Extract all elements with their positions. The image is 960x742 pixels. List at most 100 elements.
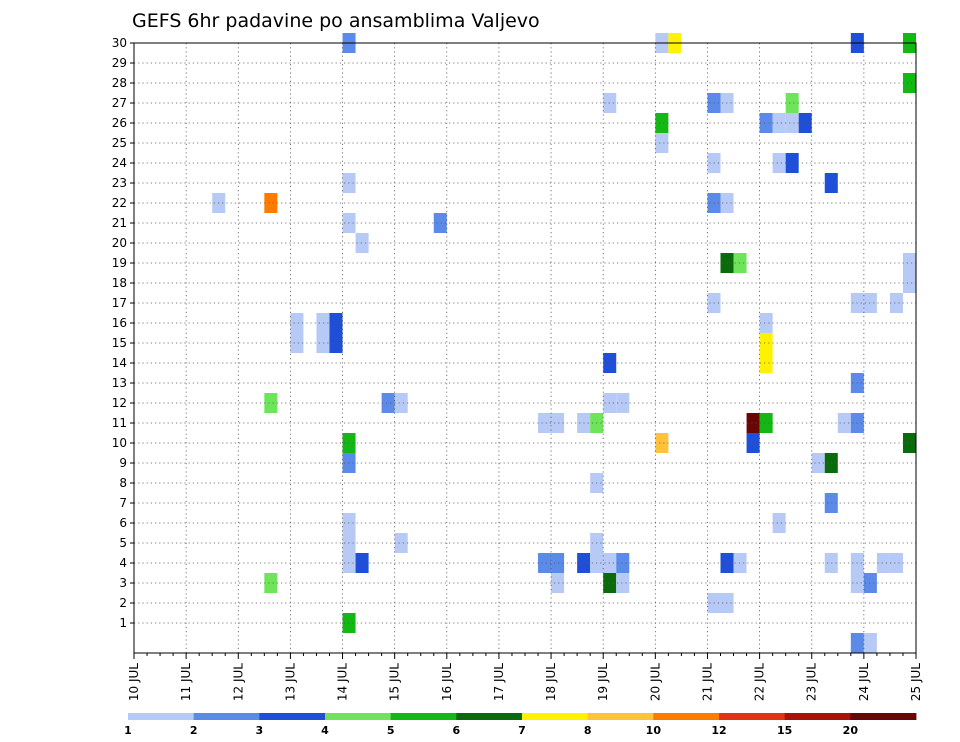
precip-cell	[902, 273, 916, 293]
precip-cell	[759, 313, 773, 333]
colorbar-label: 6	[453, 724, 461, 737]
y-tick-label: 18	[112, 276, 127, 290]
precip-cell	[850, 633, 864, 653]
colorbar: 1 2 3 4 5 6 7 8 10 12 15 20	[124, 713, 917, 737]
precip-cell	[759, 113, 773, 133]
precip-cell	[433, 213, 447, 233]
precip-cell	[290, 333, 304, 353]
x-tick-label: 19 JUL	[596, 663, 610, 701]
x-tick-label: 16 JUL	[440, 663, 454, 701]
precip-cell	[655, 133, 669, 153]
precip-cell	[863, 573, 877, 593]
x-tick-label: 10 JUL	[127, 663, 141, 701]
y-tick-label: 14	[112, 356, 127, 370]
colorbar-label: 5	[387, 724, 395, 737]
colorbar-segment	[390, 713, 457, 720]
precip-cell	[316, 333, 330, 353]
precip-cell	[889, 293, 903, 313]
x-tick-label: 22 JUL	[753, 663, 767, 701]
precip-cell	[551, 413, 565, 433]
precip-cell	[772, 113, 786, 133]
precip-cell	[785, 93, 799, 113]
precip-cell	[538, 413, 552, 433]
y-tick-label: 2	[119, 596, 127, 610]
precip-cell	[811, 453, 825, 473]
colorbar-label: 7	[518, 724, 526, 737]
y-tick-label: 1	[119, 616, 127, 630]
y-tick-label: 10	[112, 436, 127, 450]
y-tick-label: 13	[112, 376, 127, 390]
colorbar-segment	[784, 713, 851, 720]
precip-cell	[355, 233, 369, 253]
precip-cell	[290, 313, 304, 333]
precip-cell	[785, 113, 799, 133]
precip-cell	[902, 253, 916, 273]
colorbar-segment	[128, 713, 195, 720]
precip-cell	[785, 153, 799, 173]
precip-cell	[733, 253, 747, 273]
precip-cell	[798, 113, 812, 133]
precip-cell	[876, 553, 890, 573]
y-tick-label: 6	[119, 516, 127, 530]
precip-cell	[551, 573, 565, 593]
colorbar-label: 2	[190, 724, 198, 737]
y-tick-label: 19	[112, 256, 127, 270]
precip-cell	[655, 433, 669, 453]
colorbar-label: 8	[584, 724, 592, 737]
chart-title: GEFS 6hr padavine po ansamblima Valjevo	[132, 10, 540, 32]
precip-cell	[759, 413, 773, 433]
precip-cell	[902, 433, 916, 453]
colorbar-segment	[719, 713, 786, 720]
y-tick-label: 21	[112, 216, 127, 230]
y-tick-label: 24	[112, 156, 127, 170]
colorbar-segment	[456, 713, 523, 720]
precip-cell	[355, 553, 369, 573]
y-tick-label: 17	[112, 296, 127, 310]
precip-cell	[264, 393, 278, 413]
precip-cell	[551, 553, 565, 573]
colorbar-label: 15	[777, 724, 792, 737]
colorbar-segment	[587, 713, 654, 720]
y-tick-label: 30	[112, 36, 127, 50]
y-tick-label: 7	[119, 496, 127, 510]
colorbar-label: 20	[843, 724, 859, 737]
x-tick-label: 23 JUL	[805, 663, 819, 701]
precip-cell	[616, 573, 630, 593]
x-tick-label: 13 JUL	[283, 663, 297, 701]
x-tick-label: 20 JUL	[648, 663, 662, 701]
y-tick-label: 25	[112, 136, 127, 150]
x-axis: 10 JUL 11 JUL 12 JUL 13 JUL 14 JUL 15 JUL 16 J…	[127, 653, 923, 701]
precip-cell	[759, 353, 773, 373]
y-axis: 1234567891011121314151617181920212223242…	[112, 36, 134, 630]
y-tick-label: 15	[112, 336, 127, 350]
precip-cell	[746, 433, 760, 453]
precip-cell	[772, 153, 786, 173]
plot-frame	[133, 42, 917, 654]
precip-cell	[616, 393, 630, 413]
y-tick-label: 20	[112, 236, 127, 250]
x-tick-label: 18 JUL	[544, 663, 558, 701]
precip-cell	[394, 533, 408, 553]
colorbar-label: 4	[321, 724, 329, 737]
precip-cell	[381, 393, 395, 413]
colorbar-label: 12	[711, 724, 726, 737]
precip-cell	[889, 553, 903, 573]
precip-cell	[759, 333, 773, 353]
x-tick-label: 21 JUL	[700, 663, 714, 701]
colorbar-label: 3	[256, 724, 264, 737]
y-tick-label: 27	[112, 96, 127, 110]
precip-cell	[316, 313, 330, 333]
y-tick-label: 16	[112, 316, 127, 330]
x-tick-label: 17 JUL	[492, 663, 506, 701]
x-tick-label: 11 JUL	[179, 663, 193, 701]
precip-cell	[733, 553, 747, 573]
precip-cell	[746, 413, 760, 433]
y-tick-label: 23	[112, 176, 127, 190]
precip-cell	[902, 73, 916, 93]
colorbar-segment	[259, 713, 326, 720]
x-tick-label: 14 JUL	[336, 663, 350, 701]
y-tick-label: 28	[112, 76, 127, 90]
y-tick-label: 12	[112, 396, 127, 410]
x-tick-label: 24 JUL	[857, 663, 871, 701]
